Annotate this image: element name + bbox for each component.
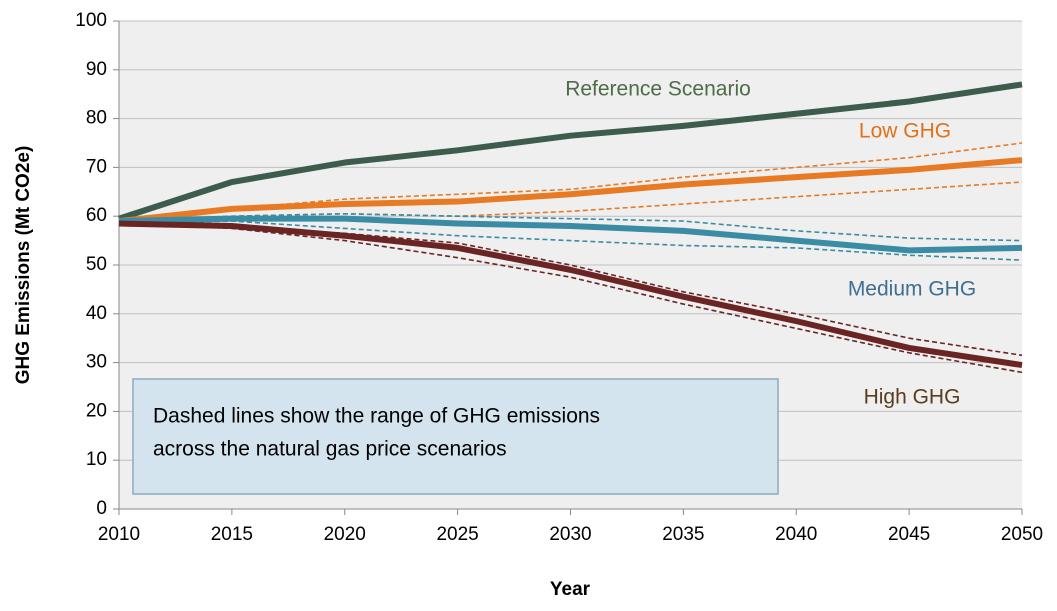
series-line (118, 81, 1023, 222)
series-label: Reference Scenario (565, 78, 751, 101)
range-line (118, 142, 1023, 222)
series-line (118, 157, 1023, 225)
series-label: High GHG (864, 386, 961, 409)
x-axis-label: Year (550, 579, 591, 600)
range-line (118, 181, 1023, 222)
x-tick-label: 2025 (436, 524, 478, 545)
x-tick-label: 2015 (211, 524, 253, 545)
x-tick-label: 2030 (549, 524, 591, 545)
y-axis-label: GHG Emissions (Mt CO2e) (13, 146, 34, 385)
series-line (118, 215, 1023, 254)
x-tick-label: 2040 (775, 524, 817, 545)
x-tick-label: 2045 (888, 524, 930, 545)
range-line (118, 222, 1023, 374)
y-tick-label: 60 (86, 205, 107, 226)
y-tick-label: 20 (86, 400, 107, 421)
y-tick-label: 100 (75, 10, 107, 31)
y-tick-label: 0 (96, 498, 107, 519)
series-label: Medium GHG (848, 278, 976, 301)
x-tick-label: 2035 (662, 524, 704, 545)
x-tick-label: 2050 (1001, 524, 1043, 545)
note-text: Dashed lines show the range of GHG emiss… (153, 405, 600, 428)
x-tick-label: 2020 (324, 524, 366, 545)
y-tick-label: 90 (86, 59, 107, 80)
series-line (118, 220, 1023, 369)
y-tick-label: 70 (86, 156, 107, 177)
note-text: across the natural gas price scenarios (153, 438, 507, 461)
range-line (118, 220, 1023, 261)
range-line (118, 222, 1023, 357)
y-tick-label: 10 (86, 449, 107, 470)
range-line (118, 212, 1023, 242)
y-tick-label: 80 (86, 108, 107, 129)
x-tick-label: 2010 (98, 524, 140, 545)
y-tick-label: 50 (86, 254, 107, 275)
series-label: Low GHG (859, 120, 951, 143)
note-box (132, 378, 779, 495)
y-tick-label: 40 (86, 303, 107, 324)
y-tick-label: 30 (86, 352, 107, 373)
